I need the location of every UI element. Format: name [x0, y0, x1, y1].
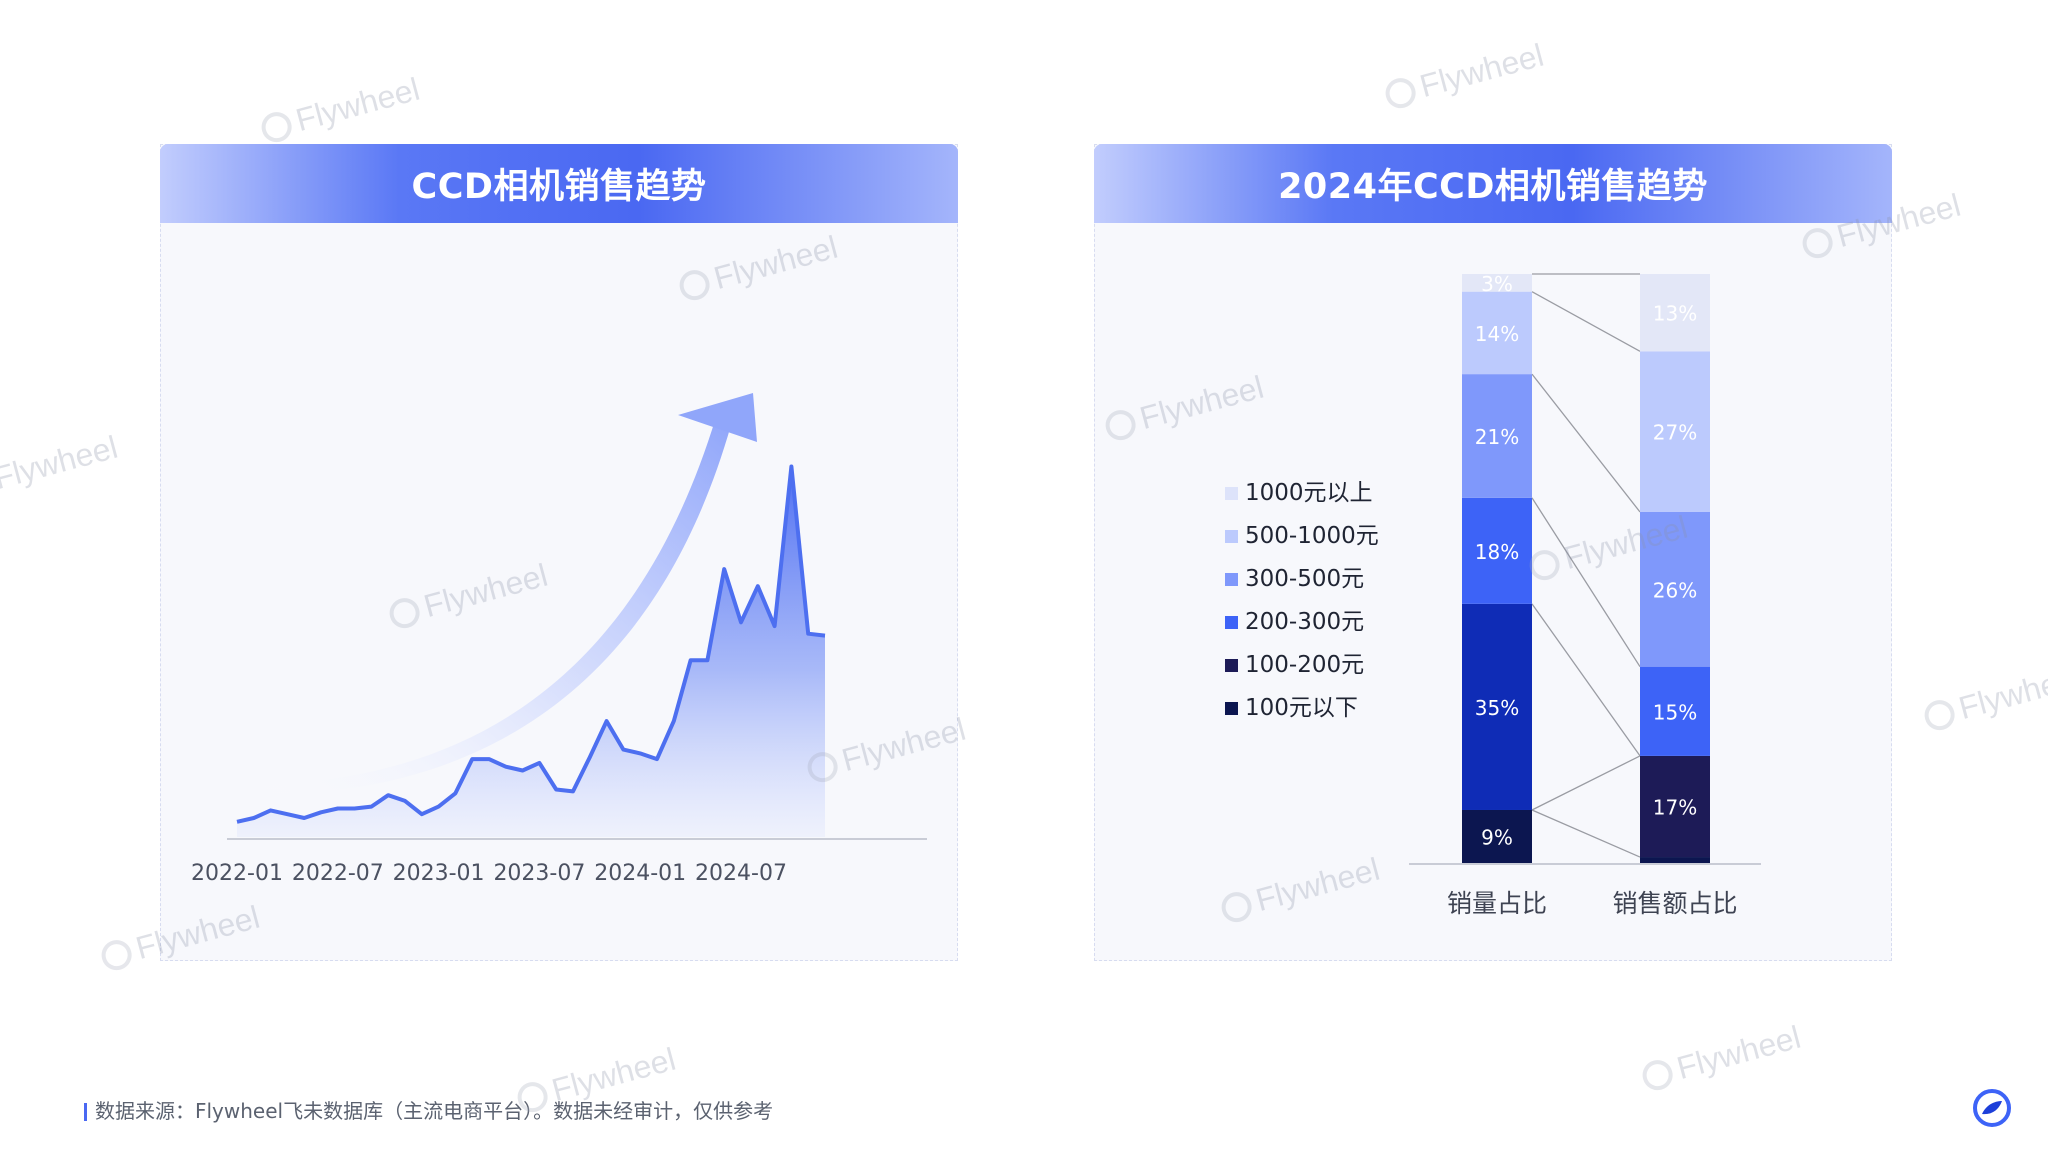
- stacked-connector-line: [1531, 603, 1641, 757]
- trend-chart-title: CCD相机销售趋势: [411, 167, 707, 207]
- trend-area-chart: 2022-01 2022-07 2023-01 2023-07 2024-01 2024-…: [191, 393, 927, 886]
- stacked-connector-line: [1531, 291, 1641, 352]
- watermark-logo-icon: [1921, 696, 1958, 733]
- stacked-bar-segment: [1462, 809, 1532, 863]
- stacked-bar-segment: [1462, 497, 1532, 604]
- stacked-data-label: 27%: [1653, 421, 1697, 445]
- legend-swatch: [1225, 616, 1238, 629]
- stacked-data-label: 21%: [1475, 425, 1519, 449]
- watermark-logo-icon: [1382, 74, 1419, 111]
- trend-series-line: [236, 464, 826, 824]
- flywheel-watermark: Flywheel: [1920, 659, 2048, 737]
- stacked-card-header: 2024年CCD相机销售趋势: [1094, 144, 1892, 223]
- trend-x-tick-label: 2024-07: [695, 861, 787, 886]
- trend-x-tick-label: 2023-01: [393, 861, 485, 886]
- stacked-data-label: 3%: [1481, 272, 1513, 296]
- stacked-data-label: 26%: [1653, 578, 1697, 602]
- stacked-connector-line: [1531, 809, 1641, 858]
- stacked-connector-line: [1531, 373, 1641, 513]
- flywheel-watermark: Flywheel: [1638, 1019, 1804, 1097]
- flywheel-logo-icon: [1973, 1089, 2011, 1127]
- watermark-logo-icon: [1639, 1056, 1676, 1093]
- legend-label: 100元以下: [1245, 695, 1358, 721]
- trend-x-tick-label: 2023-07: [493, 861, 585, 886]
- watermark-text: Flywheel: [291, 70, 424, 139]
- data-source-note: 数据来源：Flywheel飞未数据库（主流电商平台）。数据未经审计，仅供参考: [84, 1095, 773, 1124]
- watermark-text: Flywheel: [0, 428, 122, 497]
- stacked-bar-segment: [1462, 603, 1532, 810]
- stacked-category-label: 销售额占比: [1612, 889, 1737, 918]
- legend-label: 1000元以上: [1245, 480, 1373, 506]
- stacked-bar-segment: [1462, 291, 1532, 375]
- legend-swatch: [1225, 702, 1238, 715]
- trend-card: CCD相机销售趋势 2022-01 2022-07 2023-01 2023-07 20…: [160, 144, 958, 961]
- trend-x-tick-label: 2024-01: [594, 861, 686, 886]
- trend-card-header: CCD相机销售趋势: [160, 144, 958, 223]
- trend-arrow-body: [241, 417, 731, 796]
- legend-label: 500-1000元: [1245, 523, 1379, 549]
- watermark-logo-icon: [258, 108, 295, 145]
- watermark-text: Flywheel: [1415, 36, 1548, 105]
- stacked-bar-segment: [1640, 511, 1710, 667]
- stacked-data-label: 18%: [1475, 540, 1519, 564]
- source-accent-bar: [84, 1103, 87, 1121]
- trend-x-tick-label: 2022-01: [191, 861, 283, 886]
- flywheel-watermark: Flywheel: [257, 71, 423, 149]
- stacked-data-label: 13%: [1653, 302, 1697, 326]
- watermark-text: Flywheel: [1672, 1018, 1805, 1087]
- legend-label: 300-500元: [1245, 566, 1364, 592]
- stacked-bar-segment: [1462, 274, 1532, 292]
- stacked-data-label: 9%: [1481, 825, 1513, 849]
- watermark-text: Flywheel: [1954, 658, 2048, 727]
- trend-area-fill: [237, 466, 825, 837]
- source-text: 数据来源：Flywheel飞未数据库（主流电商平台）。数据未经审计，仅供参考: [95, 1099, 774, 1123]
- trend-arrow-head: [678, 393, 757, 442]
- legend-label: 100-200元: [1245, 652, 1364, 678]
- stacked-bar-segment: [1640, 351, 1710, 512]
- stacked-bar-segment: [1462, 374, 1532, 498]
- watermark-logo-icon: [98, 936, 135, 973]
- legend-swatch: [1225, 487, 1238, 500]
- stacked-bar-segment: [1640, 755, 1710, 858]
- stacked-card: 2024年CCD相机销售趋势 9% 35% 18% 21% 14% 3% 17% 15% 26%…: [1094, 144, 1892, 961]
- stacked-connector-line: [1531, 497, 1641, 668]
- stacked-bar-chart: 9% 35% 18% 21% 14% 3% 17% 15% 26% 27% 13% 1000元以上 5…: [1225, 272, 1761, 918]
- stacked-chart-title: 2024年CCD相机销售趋势: [1278, 167, 1708, 207]
- stacked-category-label: 销量占比: [1447, 889, 1547, 918]
- stacked-data-label: 14%: [1475, 322, 1519, 346]
- stacked-data-label: 15%: [1653, 700, 1697, 724]
- stacked-bar-segment: [1640, 666, 1710, 756]
- flywheel-watermark: Flywheel: [1381, 37, 1547, 115]
- flywheel-watermark: Flywheel: [0, 429, 122, 507]
- stacked-data-label: 35%: [1475, 696, 1519, 720]
- legend-swatch: [1225, 530, 1238, 543]
- stacked-data-label: 17%: [1653, 795, 1697, 819]
- legend-swatch: [1225, 659, 1238, 672]
- stacked-bar-segment: [1640, 274, 1710, 352]
- stacked-connector-line: [1531, 755, 1641, 811]
- trend-x-tick-label: 2022-07: [292, 861, 384, 886]
- legend-label: 200-300元: [1245, 609, 1364, 635]
- legend-swatch: [1225, 573, 1238, 586]
- stacked-bar-segment: [1640, 857, 1710, 863]
